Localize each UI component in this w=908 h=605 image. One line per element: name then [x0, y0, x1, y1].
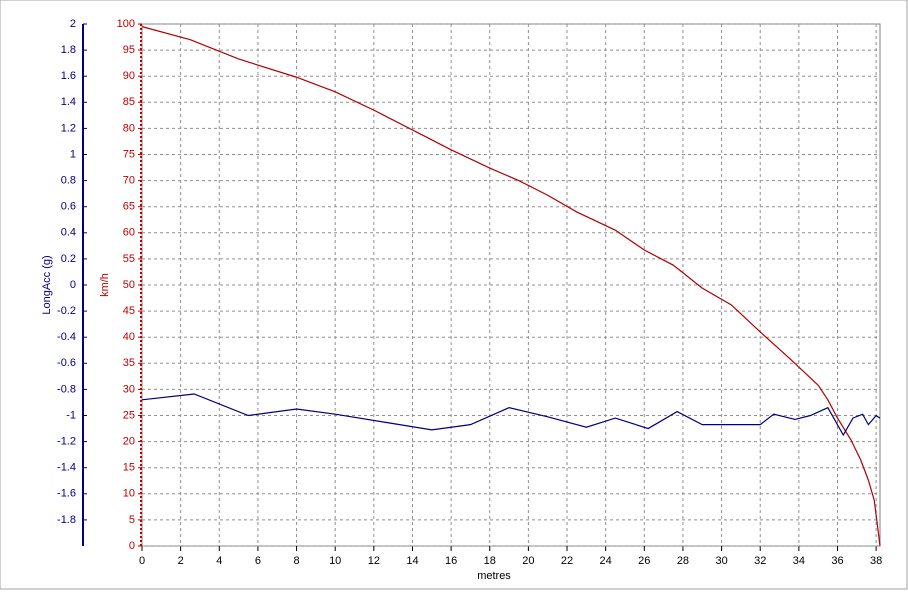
- x-tick-label: 2: [178, 555, 184, 567]
- y2-tick-label: -0.8: [57, 383, 76, 395]
- y-tick-label: 20: [123, 436, 135, 448]
- y2-tick-label: 2: [70, 18, 76, 30]
- y-tick-label: 10: [123, 488, 135, 500]
- y2-tick-label: 0.4: [61, 227, 76, 239]
- x-tick-label: 4: [216, 555, 222, 567]
- x-tick-label: 32: [754, 555, 766, 567]
- y-tick-label: 50: [123, 279, 135, 291]
- y-tick-label: 15: [123, 462, 135, 474]
- y-tick-label: 60: [123, 227, 135, 239]
- y2-tick-label: 1.6: [61, 70, 76, 82]
- y-tick-label: 85: [123, 96, 135, 108]
- y2-tick-label: 0.6: [61, 201, 76, 213]
- y-tick-label: 25: [123, 409, 135, 421]
- x-tick-label: 24: [600, 555, 612, 567]
- x-tick-label: 20: [522, 555, 534, 567]
- y-tick-label: 70: [123, 175, 135, 187]
- series-line: [141, 26, 881, 547]
- x-tick-label: 36: [831, 555, 843, 567]
- y-tick-label: 100: [117, 18, 135, 30]
- y-tick-label: 45: [123, 305, 135, 317]
- x-tick-label: 30: [715, 555, 727, 567]
- y2-tick-label: -1.4: [57, 462, 76, 474]
- y2-tick-label: 1: [70, 148, 76, 160]
- y-tick-label: 40: [123, 331, 135, 343]
- x-tick-label: 14: [406, 555, 418, 567]
- x-tick-label: 12: [368, 555, 380, 567]
- x-tick-label: 8: [293, 555, 299, 567]
- y-tick-label: 30: [123, 383, 135, 395]
- frame: [0, 0, 908, 590]
- y-tick-label: 80: [123, 122, 135, 134]
- x-tick-label: 0: [139, 555, 145, 567]
- y-tick-label: 55: [123, 253, 135, 265]
- y2-tick-label: -1.8: [57, 514, 76, 526]
- y2-tick-label: 0.2: [61, 253, 76, 265]
- x-tick-label: 18: [484, 555, 496, 567]
- y2-tick-label: 0.8: [61, 175, 76, 187]
- y-tick-label: 90: [123, 70, 135, 82]
- x-tick-label: 34: [793, 555, 805, 567]
- x-tick-label: 10: [329, 555, 341, 567]
- y2-tick-label: -0.2: [57, 305, 76, 317]
- y-axis-title: km/h: [99, 273, 111, 297]
- x-tick-label: 6: [255, 555, 261, 567]
- y2-axis-title: LongAcc (g): [41, 255, 53, 314]
- y2-tick-label: 0: [70, 279, 76, 291]
- y2-tick-label: -0.6: [57, 357, 76, 369]
- series-line: [141, 393, 881, 437]
- x-axis-title: metres: [477, 570, 511, 582]
- x-tick-label: 26: [638, 555, 650, 567]
- y-tick-label: 5: [129, 514, 135, 526]
- y2-tick-label: -1.6: [57, 488, 76, 500]
- y-tick-label: 0: [129, 540, 135, 552]
- y-tick-label: 65: [123, 201, 135, 213]
- x-tick-label: 38: [870, 555, 882, 567]
- y2-tick-label: -1: [66, 409, 76, 421]
- y2-tick-label: 1.2: [61, 122, 76, 134]
- y-tick-label: 35: [123, 357, 135, 369]
- y-tick-label: 75: [123, 148, 135, 160]
- x-tick-label: 22: [561, 555, 573, 567]
- y2-tick-label: -0.4: [57, 331, 76, 343]
- y2-tick-label: 1.8: [61, 44, 76, 56]
- y2-tick-label: -1.2: [57, 436, 76, 448]
- x-tick-label: 16: [445, 555, 457, 567]
- x-tick-label: 28: [677, 555, 689, 567]
- y-tick-label: 95: [123, 44, 135, 56]
- y2-tick-label: 1.4: [61, 96, 76, 108]
